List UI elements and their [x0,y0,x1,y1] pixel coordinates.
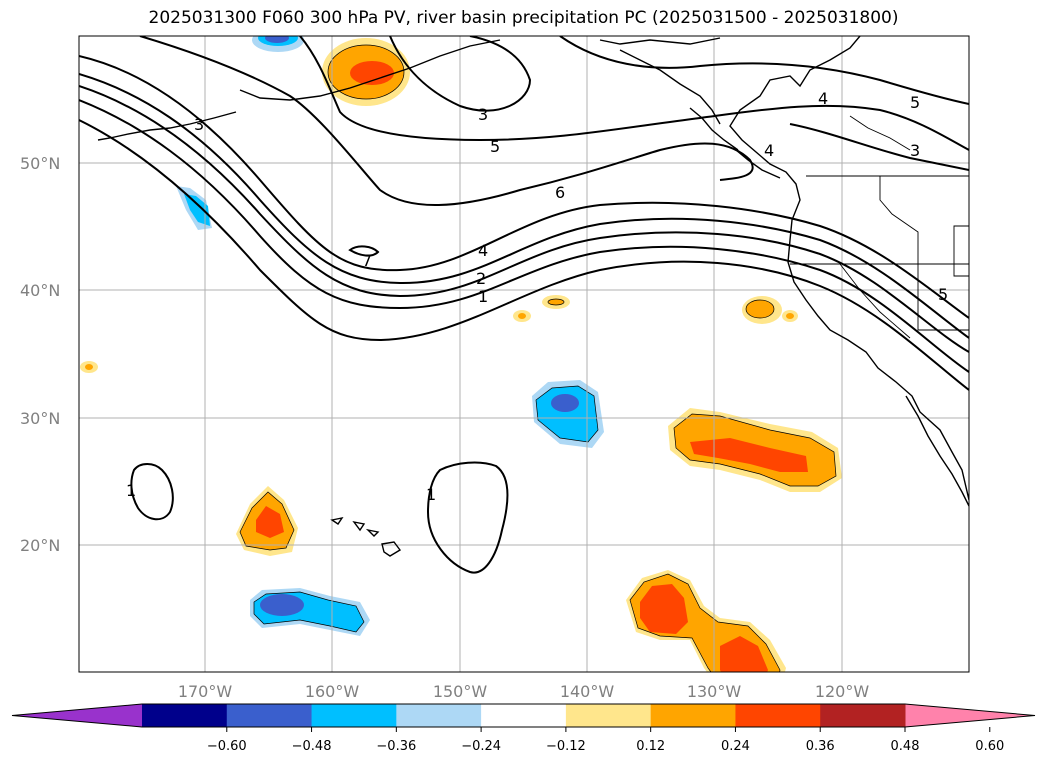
contour-label: 2 [476,269,486,288]
precip-positive-region [640,584,688,634]
precip-positive-region [746,300,774,318]
map-title: 2025031300 F060 300 hPa PV, river basin … [148,8,899,28]
lon-label: 150°W [433,682,488,701]
contour-label: 4 [478,241,488,260]
precip-positive-region [85,364,93,370]
precip-outlines [239,44,837,672]
colorbar-tick-label: 0.48 [891,739,920,754]
precip-positive-region [548,299,564,305]
precip-positive-region [690,438,808,472]
contour-label: 1 [426,485,436,504]
colorbar-swatch [226,704,313,727]
precip-negative-region [184,194,210,226]
political-borders [790,115,969,339]
lon-label: 120°W [815,682,870,701]
precip-positive-region [720,636,768,672]
contour-label: 1 [126,481,136,500]
colorbar-swatch [820,704,906,727]
precip-negative-region [260,594,304,616]
precip-positive-region [518,313,526,319]
colorbar-tick-label: −0.36 [376,739,416,754]
colorbar-swatch [735,704,821,727]
colorbar-tick-label: 0.36 [806,739,835,754]
lat-label: 40°N [20,281,60,300]
contour-label: 3 [478,105,488,124]
colorbar-outline [11,703,1036,728]
precip-positive-region [350,61,394,85]
colorbar: −0.60 −0.48 −0.36 −0.24 −0.12 0.12 0.24 0.36 0.4… [11,703,1036,754]
colorbar-tick-label: −0.24 [461,739,501,754]
coastlines [97,36,969,557]
colorbar-extend-high [905,704,1035,727]
contour-labels: 3 3 5 6 4 2 1 7 1 1 4 5 4 3 5 [126,89,948,504]
plot-frame [78,35,970,673]
colorbar-swatch [396,704,482,727]
pv-contours [79,36,969,574]
precip-negative-region [551,394,579,412]
colorbar-swatch [565,704,652,727]
contour-label: 1 [478,287,488,306]
contour-label: 4 [818,89,828,108]
contour-label: 3 [194,115,204,134]
precip-negative-region [265,36,289,43]
contour-label: 5 [938,285,948,304]
colorbar-swatch [311,704,397,727]
lon-label: 130°W [687,682,742,701]
colorbar-tick-label: 0.24 [721,739,750,754]
contour-label: 6 [555,183,565,202]
contour-label: 5 [490,137,500,156]
precip-negative-region [536,386,598,442]
contour-label: 3 [910,141,920,160]
colorbar-tick-label: −0.48 [292,739,332,754]
colorbar-tick-label: 0.12 [636,739,665,754]
colorbar-tick-label: −0.60 [207,739,247,754]
longitude-labels: 170°W 160°W 150°W 140°W 130°W 120°W [178,682,870,701]
graticule [79,36,969,672]
contour-label: 7 [362,251,372,270]
colorbar-swatch [481,704,567,727]
lat-label: 30°N [20,409,60,428]
precip-positive-region [786,313,794,319]
plot-area: 3 3 5 6 4 2 1 7 1 1 4 5 4 3 5 [79,36,969,672]
lon-label: 170°W [178,682,233,701]
lat-label: 20°N [20,536,60,555]
lon-label: 160°W [305,682,360,701]
colorbar-swatch [142,704,228,727]
lat-label: 50°N [20,154,60,173]
colorbar-tick-label: 0.60 [975,739,1004,754]
colorbar-swatch [650,704,736,727]
contour-label: 4 [764,141,774,160]
contour-label: 5 [910,93,920,112]
precip-positive-region [256,506,284,538]
colorbar-extend-low [12,704,142,727]
lon-label: 140°W [560,682,615,701]
latitude-labels: 50°N 40°N 30°N 20°N [20,154,60,555]
colorbar-tick-label: −0.12 [546,739,586,754]
